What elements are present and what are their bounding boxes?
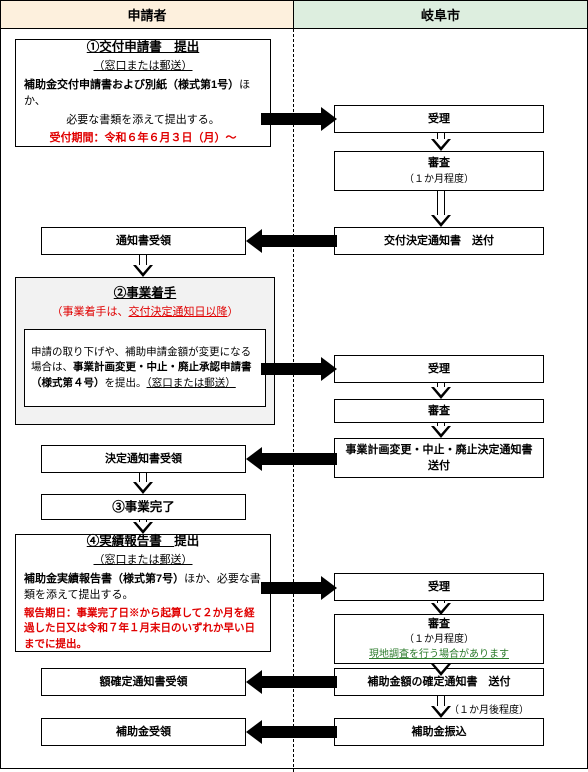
step2-warn-a: （事業着手は、 <box>52 306 129 318</box>
arrow-left-1 <box>246 229 337 253</box>
furikomi-label: 補助金振込 <box>343 724 535 741</box>
arrow-down-r2 <box>431 191 451 227</box>
step1-sub: （窓口または郵送） <box>24 58 262 75</box>
header-row: 申請者 岐阜市 <box>1 1 587 29</box>
box-shinsa3: 審査 （１か月程度） 現地調査を行う場合があります <box>334 614 544 664</box>
step1-line1: 補助金交付申請書および別紙（様式第1号）ほか、 <box>24 77 262 110</box>
col-left: ①交付申請書 提出 （窓口または郵送） 補助金交付申請書および別紙（様式第1号）… <box>1 29 294 772</box>
notice2-label: 決定通知書受領 <box>50 451 237 468</box>
flowchart-container: 申請者 岐阜市 ①交付申請書 提出 （窓口または郵送） 補助金交付申請書および別… <box>0 0 588 769</box>
box-notice2: 決定通知書受領 <box>41 445 246 473</box>
box-kakutei: 額確定通知書受領 <box>41 668 246 696</box>
arrow-down-l1 <box>133 255 153 277</box>
step2-post: を提出。 <box>105 377 147 389</box>
box-kofu: 交付決定通知書 送付 <box>334 227 544 255</box>
box-step2-outer: ②事業着手 （事業着手は、交付決定通知日以降） 申請の取り下げや、補助申請金額が… <box>15 277 275 425</box>
arrow-left-4 <box>246 720 337 744</box>
shinsa3-green: 現地調査を行う場合があります <box>343 647 535 662</box>
col-right: 受理 審査 （１か月程度） 交付決定通知書 送付 受理 審査 事業計画変更・中止… <box>294 29 587 772</box>
step2-warn: （事業着手は、交付決定通知日以降） <box>24 304 266 321</box>
box-shinsa2: 審査 <box>334 399 544 423</box>
notice1-label: 通知書受領 <box>50 233 237 250</box>
columns: ①交付申請書 提出 （窓口または郵送） 補助金交付申請書および別紙（様式第1号）… <box>1 29 587 772</box>
step1-line2: 必要な書類を添えて提出する。 <box>24 112 262 129</box>
shinsa1-label: 審査 <box>343 155 535 172</box>
step4-sub: （窓口または郵送） <box>24 552 262 569</box>
step4-title: ④実績報告書 <box>87 534 175 548</box>
henko-label: 事業計画変更・中止・廃止決定通知書 送付 <box>343 442 535 475</box>
arrow-down-l2 <box>133 473 153 494</box>
step2-warn-tail: ） <box>228 306 239 318</box>
step1-line1-bold: 補助金交付申請書および別紙（様式第1号） <box>24 79 239 91</box>
arrow-down-r4 <box>431 423 451 438</box>
box-juri2: 受理 <box>334 355 544 383</box>
shinsa3-sub: （１か月程度） <box>343 632 535 647</box>
step1-line3: 受付期間：令和６年６月３日（月）～ <box>24 130 262 147</box>
step4-title-tail: 提出 <box>174 534 199 548</box>
arrow-left-3 <box>246 670 337 694</box>
box-step4: ④実績報告書 提出 （窓口または郵送） 補助金実績報告書（様式第7号）ほか、必要… <box>15 534 271 652</box>
step1-title: ①交付申請書 提出 <box>24 38 262 57</box>
arrow-down-r6 <box>431 664 451 676</box>
box-juri3: 受理 <box>334 573 544 601</box>
kakutei-label: 額確定通知書受領 <box>50 674 237 691</box>
step4-line1a: 補助金実績報告書（様式第7号） <box>24 573 184 585</box>
step4-title-row: ④実績報告書 提出 <box>24 532 262 551</box>
box-shinsa1: 審査 （１か月程度） <box>334 151 544 191</box>
arrow-right-3 <box>261 576 337 600</box>
furikomi-sublabel: （１か月後程度） <box>449 701 529 716</box>
box-step3: ③事業完了 <box>41 494 246 520</box>
step2-tail: （窓口または郵送） <box>147 377 236 389</box>
box-notice1: 通知書受領 <box>41 227 246 255</box>
box-henko: 事業計画変更・中止・廃止決定通知書 送付 <box>334 438 544 478</box>
box-step1: ①交付申請書 提出 （窓口または郵送） 補助金交付申請書および別紙（様式第1号）… <box>15 39 271 147</box>
kakutei-r-label: 補助金額の確定通知書 送付 <box>343 674 535 691</box>
header-right: 岐阜市 <box>294 1 587 28</box>
arrow-right-2 <box>261 357 337 381</box>
arrow-down-r1 <box>431 133 451 151</box>
juryo-label: 補助金受領 <box>50 724 237 741</box>
arrow-down-r5 <box>431 601 451 615</box>
step2-inner-text: 申請の取り下げや、補助申請金額が変更になる場合は、事業計画変更・中止・廃止承認申… <box>31 345 259 392</box>
step2-warn-u: 交付決定通知日以降 <box>129 306 228 318</box>
step4-red: 報告期日：事業完了日※から起算して２か月を経過した日又は令和７年１月末日のいずれ… <box>24 606 262 653</box>
shinsa3-label: 審査 <box>343 616 535 633</box>
step4-line1: 補助金実績報告書（様式第7号）ほか、必要な書類を添えて提出する。 <box>24 571 262 604</box>
box-juryo: 補助金受領 <box>41 718 246 746</box>
box-step2-inner: 申請の取り下げや、補助申請金額が変更になる場合は、事業計画変更・中止・廃止承認申… <box>24 329 266 407</box>
box-juri1: 受理 <box>334 105 544 133</box>
arrow-down-r7 <box>431 696 451 718</box>
step2-title: ②事業着手 <box>24 284 266 303</box>
step3-title: ③事業完了 <box>50 498 237 517</box>
shinsa1-sub: （１か月程度） <box>343 172 535 187</box>
arrow-left-2 <box>246 447 337 471</box>
shinsa2-label: 審査 <box>343 403 535 420</box>
juri1-label: 受理 <box>343 111 535 128</box>
arrow-right-1 <box>261 107 337 131</box>
arrow-down-r3 <box>431 383 451 399</box>
header-left: 申請者 <box>1 1 294 28</box>
juri3-label: 受理 <box>343 579 535 596</box>
arrow-down-l3 <box>133 520 153 534</box>
juri2-label: 受理 <box>343 361 535 378</box>
kofu-label: 交付決定通知書 送付 <box>343 233 535 250</box>
box-furikomi: 補助金振込 <box>334 718 544 746</box>
